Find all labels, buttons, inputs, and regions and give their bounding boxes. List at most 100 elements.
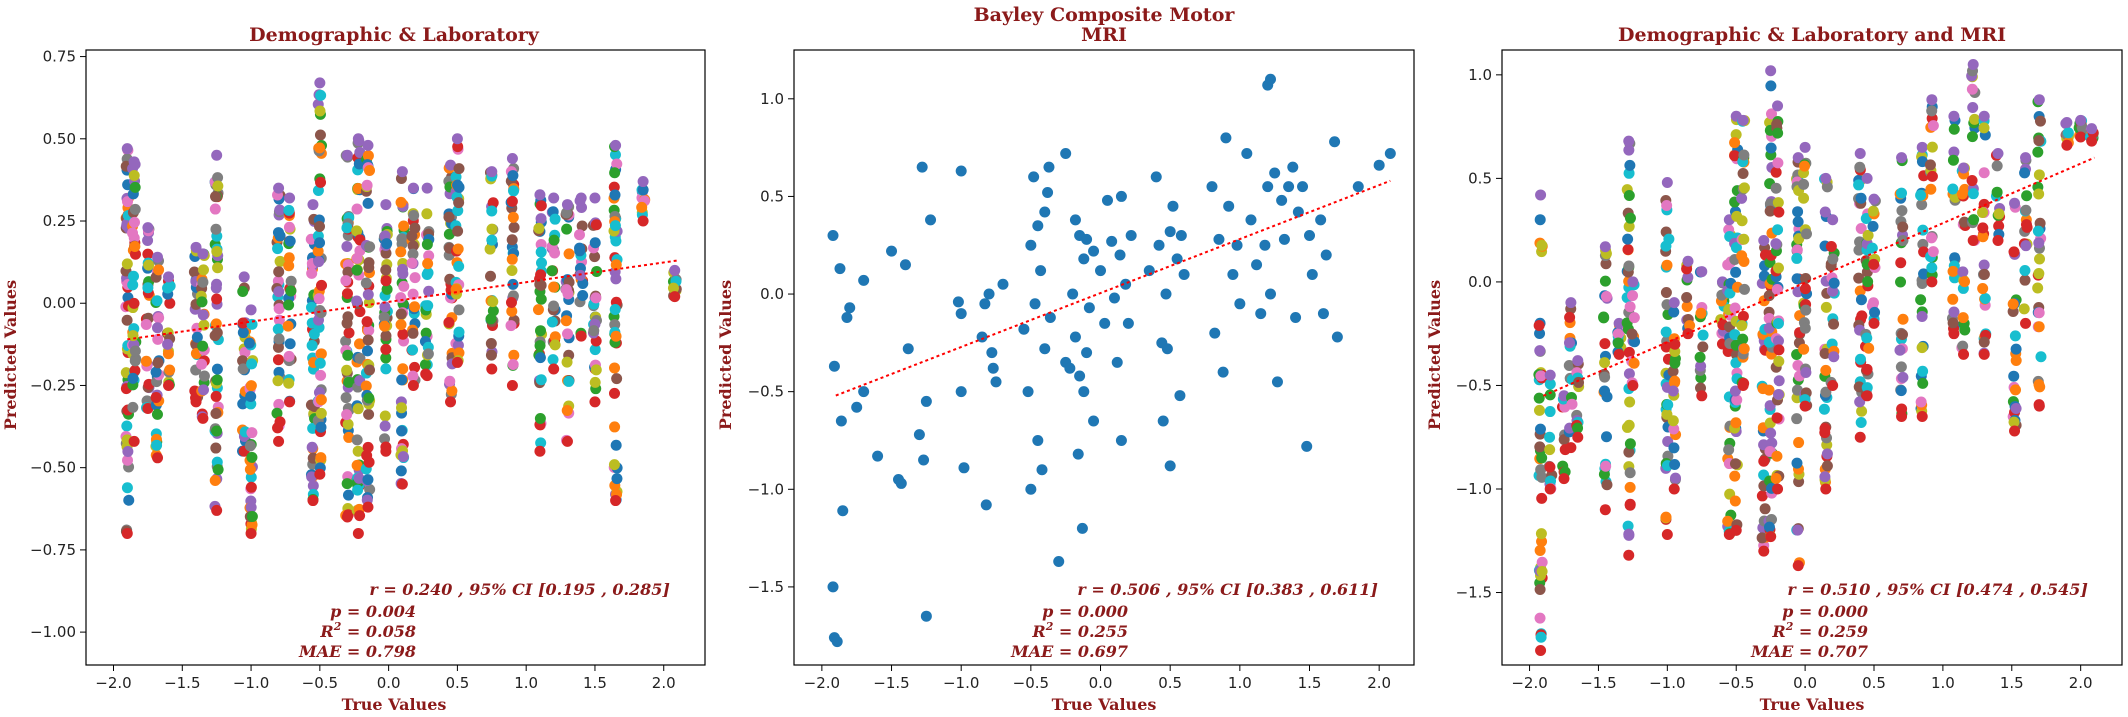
data-point	[1217, 366, 1229, 378]
y-tick-label: 0.75	[43, 48, 76, 66]
data-point	[505, 296, 517, 308]
stats-annotation: r = 0.240 , 95% CI [0.195 , 0.285] p = 0…	[298, 580, 670, 661]
y-axis-label: Predicted Values	[716, 280, 735, 430]
data-point	[1798, 192, 1810, 204]
data-point	[210, 191, 222, 203]
data-point	[610, 439, 622, 451]
data-point	[1668, 483, 1680, 495]
data-point	[1799, 141, 1811, 153]
data-point	[1696, 266, 1708, 278]
data-point	[407, 240, 419, 252]
x-axis-label: True Values	[1760, 695, 1865, 714]
data-point	[307, 480, 319, 492]
data-point	[151, 322, 163, 334]
data-point	[1668, 297, 1680, 309]
data-point	[1866, 242, 1878, 254]
data-point	[1143, 265, 1155, 277]
data-point	[952, 296, 964, 308]
data-point	[423, 285, 435, 297]
data-point	[1820, 172, 1832, 184]
data-point	[1669, 459, 1681, 471]
data-point	[245, 527, 257, 539]
data-point	[129, 355, 141, 367]
data-point	[2008, 370, 2020, 382]
data-point	[610, 330, 622, 342]
data-point	[1947, 317, 1959, 329]
y-tick-label: −0.75	[30, 541, 76, 559]
x-tick-label: −1.5	[873, 674, 909, 692]
data-point	[1251, 259, 1263, 271]
data-point	[197, 276, 209, 288]
data-point	[1897, 371, 1909, 383]
data-point	[548, 300, 560, 312]
data-point	[453, 326, 465, 338]
data-point	[1854, 161, 1866, 173]
data-point	[1695, 307, 1707, 319]
data-point	[1927, 246, 1939, 258]
stat-r: r = 0.240 , 95% CI [0.195 , 0.285]	[369, 580, 670, 599]
data-point	[1624, 159, 1636, 171]
data-point	[1772, 483, 1784, 495]
stat-r2-value: = 0.259	[1793, 622, 1868, 641]
data-point	[271, 407, 283, 419]
data-point	[397, 451, 409, 463]
data-point	[364, 164, 376, 176]
data-point	[1765, 531, 1777, 543]
data-point	[1916, 310, 1928, 322]
data-point	[1758, 235, 1770, 247]
data-point	[831, 636, 843, 648]
stat-r2-value: = 0.255	[1053, 622, 1128, 641]
data-point	[1792, 216, 1804, 228]
data-point	[1599, 241, 1611, 253]
data-point	[1773, 389, 1785, 401]
data-point	[128, 435, 140, 447]
data-point	[610, 273, 622, 285]
data-point	[2033, 135, 2045, 147]
data-point	[162, 348, 174, 360]
data-point	[122, 454, 134, 466]
data-point	[121, 527, 133, 539]
data-point	[637, 176, 649, 188]
data-point	[611, 373, 623, 385]
data-point	[315, 452, 327, 464]
data-point	[589, 344, 601, 356]
data-point	[210, 442, 222, 454]
data-point	[198, 384, 210, 396]
data-point	[340, 335, 352, 347]
data-point	[2061, 116, 2073, 128]
data-point	[1668, 306, 1680, 318]
data-point	[396, 478, 408, 490]
data-point	[608, 459, 620, 471]
data-point	[1764, 205, 1776, 217]
data-point	[1862, 229, 1874, 241]
data-point	[1799, 160, 1811, 172]
plot-area: −2.0 −1.5 −1.0 −0.5 0.0 0.5 1.0 1.5 2.0 −1.00 −0.7…	[30, 48, 706, 692]
data-point	[548, 192, 560, 204]
data-point	[395, 196, 407, 208]
data-point	[1926, 170, 1938, 182]
data-point	[2075, 114, 2087, 126]
data-point	[577, 290, 589, 302]
data-point	[1563, 337, 1575, 349]
data-point	[1916, 199, 1928, 211]
data-point	[1800, 304, 1812, 316]
data-point	[1863, 342, 1875, 354]
data-point	[575, 192, 587, 204]
data-point	[421, 208, 433, 220]
data-point	[245, 481, 257, 493]
data-point	[2009, 384, 2021, 396]
data-point	[1627, 379, 1639, 391]
data-point	[575, 330, 587, 342]
data-point	[1827, 214, 1839, 226]
data-point	[535, 213, 547, 225]
data-point	[244, 463, 256, 475]
data-point	[589, 192, 601, 204]
data-point	[162, 282, 174, 294]
data-point	[273, 398, 285, 410]
data-point	[129, 345, 141, 357]
data-point	[1032, 434, 1044, 446]
data-point	[899, 259, 911, 271]
data-point	[1622, 243, 1634, 255]
data-point	[315, 348, 327, 360]
data-point	[1765, 427, 1777, 439]
